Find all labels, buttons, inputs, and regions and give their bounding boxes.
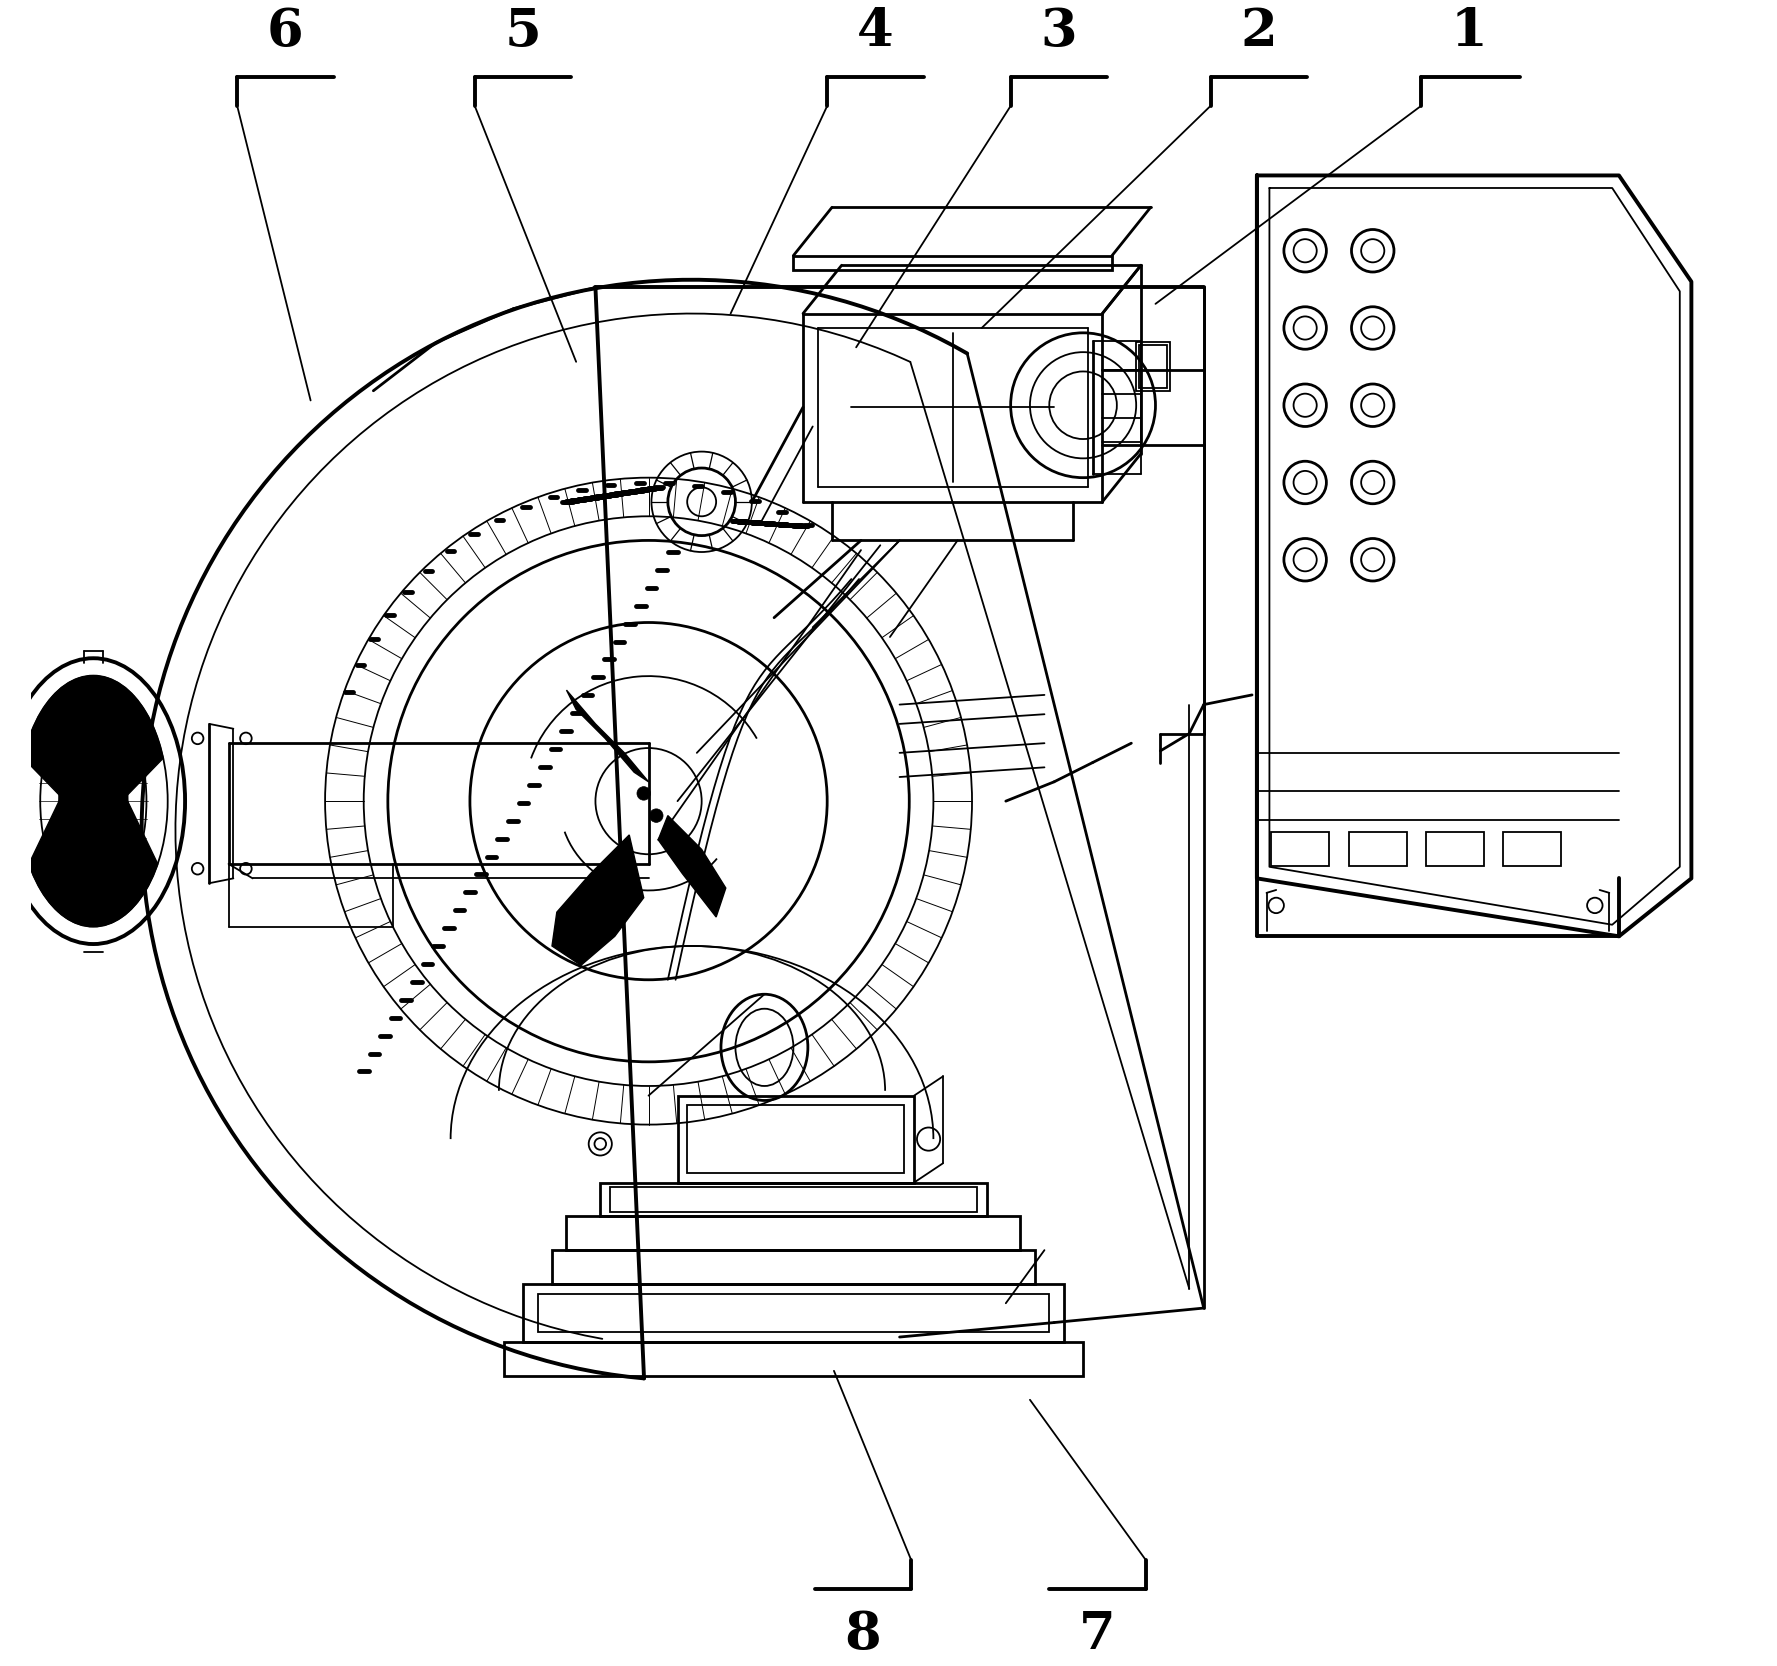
Bar <box>522 1284 1064 1341</box>
Text: 3: 3 <box>1041 5 1077 57</box>
Text: 5: 5 <box>505 5 542 57</box>
Ellipse shape <box>636 786 650 800</box>
Bar <box>1271 831 1329 866</box>
Bar <box>553 1250 1034 1284</box>
Polygon shape <box>567 690 649 781</box>
Polygon shape <box>657 816 725 916</box>
Polygon shape <box>23 676 163 830</box>
Bar <box>567 1216 1020 1250</box>
Text: 1: 1 <box>1452 5 1487 57</box>
Text: 6: 6 <box>267 5 304 57</box>
Polygon shape <box>553 835 643 965</box>
Bar <box>601 1183 986 1216</box>
Bar <box>793 255 1112 270</box>
Bar <box>1136 343 1169 392</box>
Bar <box>677 1096 913 1183</box>
Text: 4: 4 <box>857 5 894 57</box>
Ellipse shape <box>650 810 663 823</box>
Bar <box>1139 345 1167 388</box>
Bar <box>688 1105 904 1173</box>
Text: 2: 2 <box>1240 5 1278 57</box>
Text: 8: 8 <box>844 1609 881 1661</box>
Bar <box>610 1188 977 1211</box>
Bar <box>1349 831 1407 866</box>
Bar <box>1425 831 1484 866</box>
Text: 7: 7 <box>1079 1609 1116 1661</box>
Bar <box>503 1341 1082 1376</box>
Bar <box>537 1293 1048 1333</box>
Bar <box>1503 831 1560 866</box>
Polygon shape <box>28 730 158 926</box>
